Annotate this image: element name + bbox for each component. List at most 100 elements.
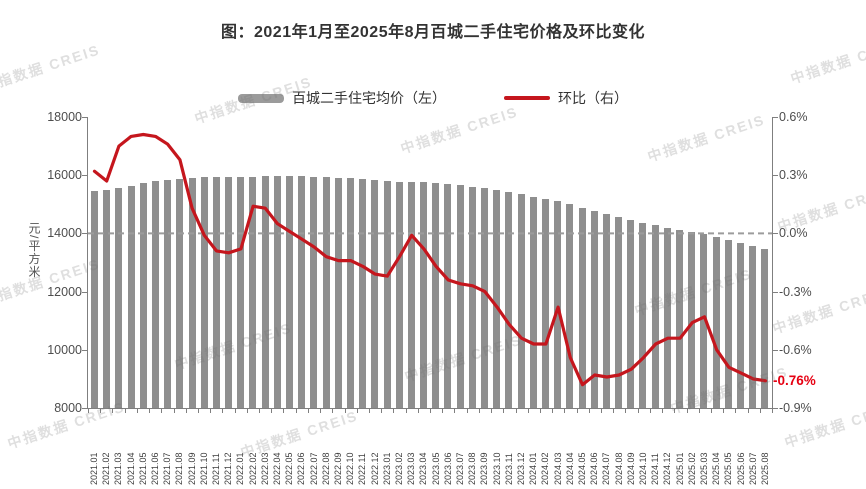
right-axis-line [772, 117, 773, 409]
x-axis-tick-mark [772, 409, 773, 413]
left-tick-18000: 18000 [47, 110, 82, 124]
x-axis-tick-mark [748, 409, 749, 413]
bar-2024.04 [566, 204, 574, 408]
left-axis-tick-mark [82, 292, 87, 293]
bar-2022.03 [261, 176, 269, 408]
bar-2021.02 [103, 190, 111, 408]
x-axis-tick-mark [430, 409, 431, 413]
x-axis-tick-mark [149, 409, 150, 413]
x-axis-tick-mark [235, 409, 236, 413]
x-axis-tick-mark [247, 409, 248, 413]
x-label-2025.07: 2025.07 [747, 452, 758, 485]
x-axis-tick-mark [88, 409, 89, 413]
x-axis-tick-mark [393, 409, 394, 413]
bar-series [88, 117, 772, 408]
latest-value-label: -0.76% [773, 373, 816, 388]
x-axis-tick-mark [332, 409, 333, 413]
x-label-2023.06: 2023.06 [442, 452, 453, 485]
x-label-2023.05: 2023.05 [430, 452, 441, 485]
left-axis-tick-mark [82, 175, 87, 176]
x-label-2022.09: 2022.09 [333, 452, 343, 485]
x-axis-tick-mark [540, 409, 541, 413]
bar-2022.04 [273, 176, 281, 408]
x-axis-tick-mark [454, 409, 455, 413]
legend-item-mom: 环比（右） [504, 88, 628, 108]
x-label-2021.03: 2021.03 [113, 452, 124, 485]
bar-2024.10 [639, 222, 647, 408]
x-axis-tick-mark [296, 409, 297, 413]
bar-2022.12 [371, 180, 379, 408]
right-tick-0.0%: 0.0% [779, 226, 808, 241]
left-axis-tick-mark [82, 233, 87, 234]
bar-2024.01 [529, 196, 537, 408]
right-tick--0.6%: -0.6% [779, 342, 812, 357]
left-tick-8000: 8000 [54, 401, 82, 415]
x-label-2025.05: 2025.05 [723, 452, 734, 485]
x-label-2021.04: 2021.04 [125, 452, 136, 485]
bar-2023.06 [444, 184, 452, 408]
x-label-2023.11: 2023.11 [503, 453, 514, 485]
x-label-2025.04: 2025.04 [711, 452, 722, 485]
x-label-2024.09: 2024.09 [625, 452, 636, 485]
x-label-2021.05: 2021.05 [137, 452, 148, 485]
right-axis-tick-mark [773, 117, 778, 118]
x-axis-tick-mark [528, 409, 529, 413]
x-axis-labels: 2021.01 2021.02 2021.03 2021.04 2021.05 2021.… [88, 413, 772, 489]
bar-2022.06 [298, 176, 306, 408]
bar-2023.01 [383, 181, 391, 408]
x-axis-tick-mark [674, 409, 675, 413]
bar-2024.03 [554, 201, 562, 408]
x-label-2024.11: 2024.11 [650, 453, 661, 485]
left-tick-12000: 12000 [47, 284, 82, 299]
x-axis-tick-mark [723, 409, 724, 413]
x-axis-tick-mark [100, 409, 101, 413]
x-axis-tick-mark [760, 409, 761, 413]
bar-2024.07 [602, 213, 610, 408]
x-axis-tick-mark [161, 409, 162, 413]
right-tick-0.6%: 0.6% [779, 110, 808, 124]
bar-2024.06 [590, 210, 598, 408]
x-label-2024.08: 2024.08 [613, 452, 624, 485]
x-label-2024.03: 2024.03 [552, 452, 563, 485]
left-tick-16000: 16000 [47, 168, 82, 183]
x-axis-tick-mark [650, 409, 651, 413]
x-label-2021.06: 2021.06 [150, 452, 160, 485]
legend-item-price: 百城二手住宅均价（左） [238, 88, 446, 108]
right-tick--0.9%: -0.9% [779, 401, 812, 415]
x-axis-tick-mark [735, 409, 736, 413]
x-label-2025.02: 2025.02 [686, 452, 697, 485]
x-label-2021.09: 2021.09 [186, 452, 197, 485]
x-axis-tick-mark [687, 409, 688, 413]
x-label-2024.07: 2024.07 [601, 452, 612, 485]
bar-2022.01 [237, 177, 245, 408]
left-axis-tick-labels: 18000 16000 14000 12000 10000 8000 [0, 110, 82, 415]
bar-2023.08 [468, 186, 476, 408]
bar-2023.07 [456, 185, 464, 408]
x-label-2022.12: 2022.12 [369, 452, 380, 485]
x-axis-tick-mark [210, 409, 211, 413]
x-label-2023.08: 2023.08 [467, 452, 478, 485]
x-label-2025.08: 2025.08 [760, 452, 770, 485]
x-label-2021.10: 2021.10 [198, 452, 209, 485]
x-label-2023.01: 2023.01 [381, 452, 392, 485]
right-axis-tick-mark [773, 292, 778, 293]
x-axis-tick-mark [381, 409, 382, 413]
x-axis-tick-mark [467, 409, 468, 413]
x-label-2024.12: 2024.12 [662, 452, 673, 485]
x-label-2021.01: 2021.01 [89, 452, 99, 485]
x-axis-line [87, 408, 773, 409]
x-axis-tick-mark [259, 409, 260, 413]
x-label-2023.03: 2023.03 [406, 452, 417, 485]
x-label-2025.06: 2025.06 [735, 452, 746, 485]
bar-2024.11 [651, 225, 659, 408]
x-label-2022.04: 2022.04 [272, 452, 282, 485]
left-tick-10000: 10000 [47, 342, 82, 357]
bar-2025.03 [700, 233, 708, 408]
x-label-2022.02: 2022.02 [247, 452, 258, 485]
legend-label-price: 百城二手住宅均价（左） [292, 90, 446, 106]
bar-2021.07 [164, 179, 172, 408]
x-axis-tick-mark [369, 409, 370, 413]
x-label-2022.06: 2022.06 [296, 452, 307, 485]
x-label-2023.12: 2023.12 [516, 452, 526, 485]
bar-2023.11 [505, 192, 513, 408]
